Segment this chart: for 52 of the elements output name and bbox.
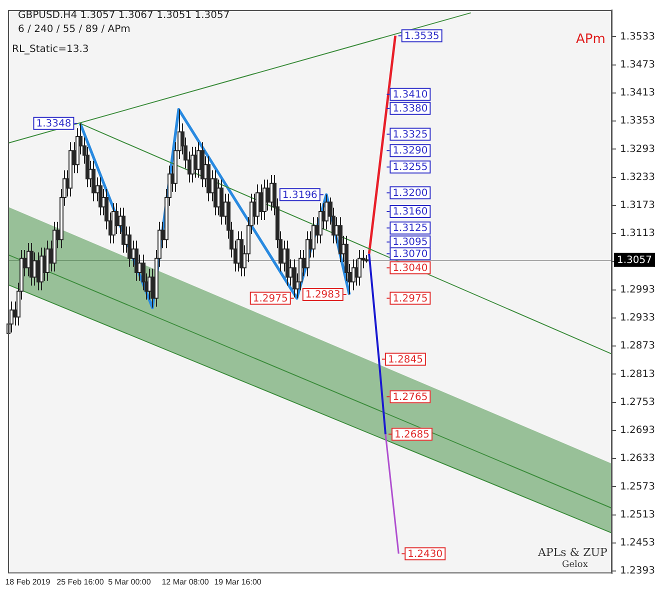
annotation: 1.3290 [392, 146, 428, 157]
y-tick-label: 1.3473 [620, 59, 656, 70]
annotation: Gelox [562, 560, 588, 570]
y-tick-label: 1.2813 [620, 368, 656, 380]
y-tick-label: 1.2633 [620, 453, 656, 464]
annotation: 1.3255 [392, 162, 428, 174]
annotation: 1.3070 [392, 248, 428, 260]
chart-title: GBPUSD.H4 1.3057 1.3067 1.3051 1.3057 [18, 10, 230, 21]
data-label: 1.2845 [388, 354, 423, 366]
data-label: 1.3196 [282, 190, 318, 201]
annotation: 1.2975 [392, 293, 428, 304]
y-tick-label: 1.2753 [620, 396, 656, 408]
y-tick-label: 1.2573 [620, 481, 656, 492]
y-tick-label: 1.2873 [620, 340, 656, 352]
y-tick-label: 1.2993 [620, 284, 656, 296]
data-label: 1.2975 [252, 293, 288, 304]
annotation: 1.2765 [392, 392, 428, 403]
x-tick-label: 18 Feb 2019 [5, 577, 51, 586]
y-tick-label: 1.2453 [620, 538, 656, 549]
y-tick-label: 1.3173 [620, 200, 656, 212]
data-label: 1.3348 [36, 118, 72, 130]
data-label: 1.2983 [305, 290, 340, 301]
annotation: 1.3125 [392, 223, 428, 234]
text: 6 / 240 / 55 / 89 / APm [18, 24, 130, 35]
y-tick-label: 1.3113 [620, 228, 656, 240]
x-tick-label: 25 Feb 16:00 [56, 577, 104, 586]
annotation: 1.3200 [392, 188, 428, 199]
y-tick-label: 1.2933 [620, 312, 656, 324]
annotation: 1.3040 [392, 262, 428, 274]
annotation: APm [576, 32, 606, 47]
annotation: 1.3325 [392, 129, 428, 140]
y-tick-label: 1.3293 [620, 144, 656, 155]
y-tick-label: 1.3533 [620, 31, 656, 42]
annotation: 1.3380 [392, 104, 428, 115]
y-tick-label: 1.2393 [620, 566, 656, 577]
annotation: 1.3410 [392, 89, 428, 100]
annotation: 1.3160 [392, 206, 428, 218]
data-label: 1.2430 [408, 548, 443, 560]
y-tick-label: 1.3353 [620, 116, 656, 127]
x-tick-label: 12 Mar 08:00 [162, 577, 210, 586]
x-tick-label: 19 Mar 16:00 [214, 577, 262, 586]
annotation: 1.3095 [392, 237, 428, 248]
x-tick-label: 5 Mar 00:00 [108, 577, 152, 586]
y-tick-label: 1.3413 [620, 88, 656, 99]
data-label: 1.3535 [404, 30, 440, 42]
data-label: 1.2685 [394, 429, 430, 440]
y-tick-label: 1.3233 [620, 172, 656, 183]
y-tick-label: 1.2693 [620, 425, 656, 436]
ref-line-label: 1.3057 [617, 254, 652, 266]
y-tick-label: 1.2513 [620, 509, 656, 520]
annotation: RL_Static=13.3 [12, 44, 89, 55]
annotation: APLs & ZUP [538, 546, 608, 559]
